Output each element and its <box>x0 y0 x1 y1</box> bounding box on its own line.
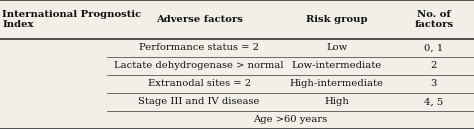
Text: 4, 5: 4, 5 <box>424 97 443 106</box>
Text: Stage III and IV disease: Stage III and IV disease <box>138 97 260 106</box>
Text: Performance status = 2: Performance status = 2 <box>139 43 259 52</box>
Text: Extranodal sites = 2: Extranodal sites = 2 <box>147 79 251 88</box>
Text: 0, 1: 0, 1 <box>424 43 443 52</box>
Text: Age >60 years: Age >60 years <box>253 115 328 124</box>
Text: Low: Low <box>326 43 347 52</box>
Text: High-intermediate: High-intermediate <box>290 79 383 88</box>
Text: 3: 3 <box>430 79 437 88</box>
Text: Lactate dehydrogenase > normal: Lactate dehydrogenase > normal <box>114 61 284 70</box>
Text: No. of
factors: No. of factors <box>414 10 453 29</box>
Text: 2: 2 <box>430 61 437 70</box>
Text: Low-intermediate: Low-intermediate <box>292 61 382 70</box>
Text: Adverse factors: Adverse factors <box>155 15 243 24</box>
Text: High: High <box>324 97 349 106</box>
Text: International Prognostic
Index: International Prognostic Index <box>2 10 142 29</box>
Text: Risk group: Risk group <box>306 15 367 24</box>
